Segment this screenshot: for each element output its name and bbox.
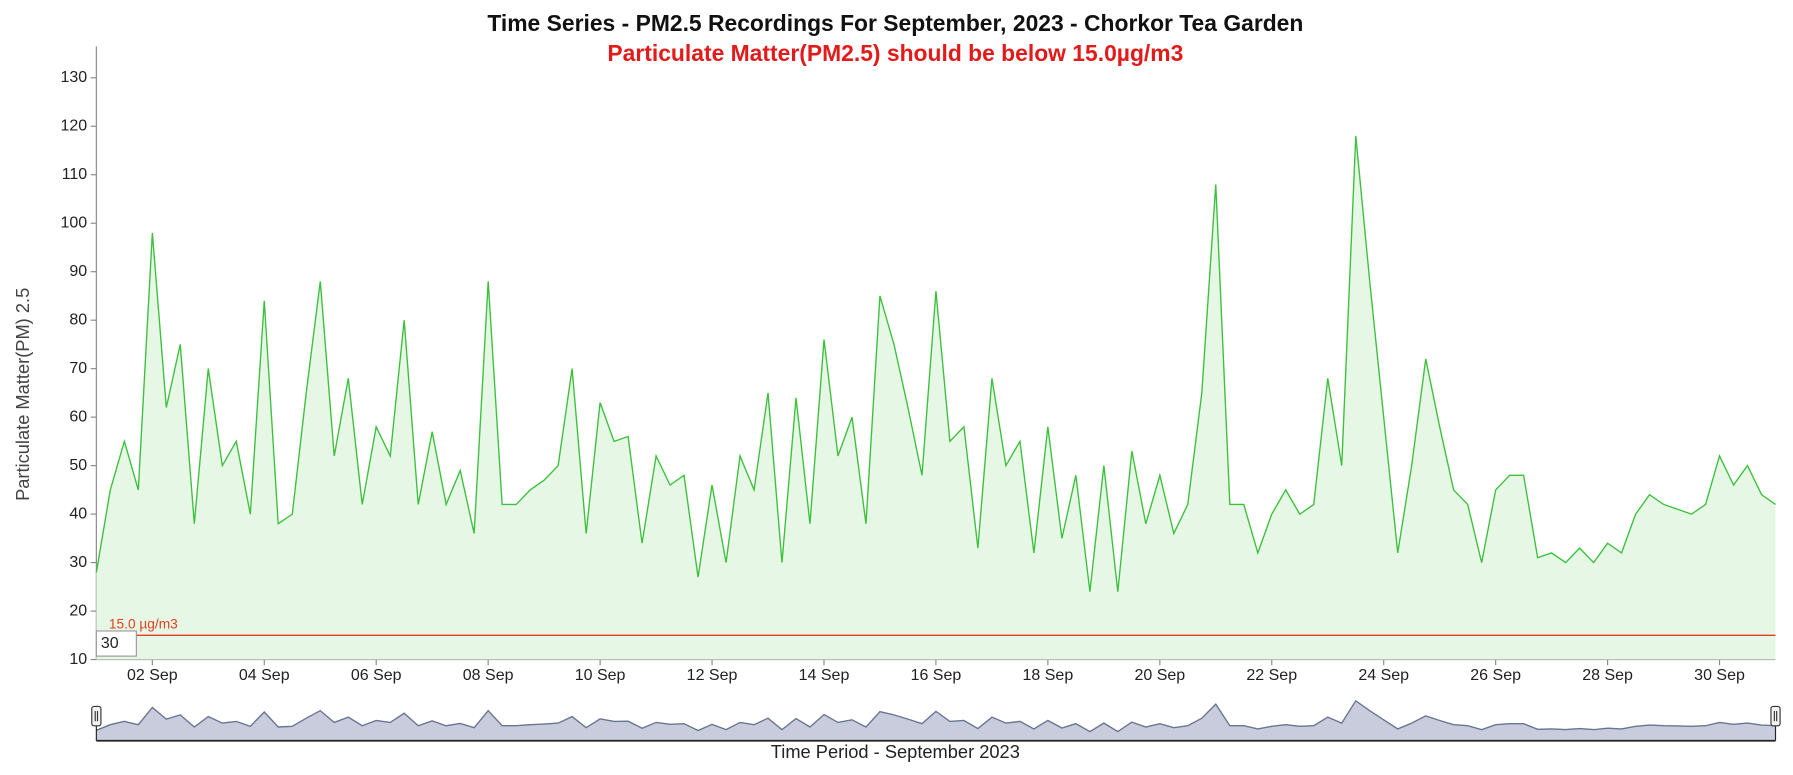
x-tick-label: 02 Sep	[127, 667, 178, 684]
x-tick-label: 16 Sep	[911, 667, 962, 684]
y-tick-label: 90	[69, 263, 87, 280]
x-tick-label: 28 Sep	[1582, 667, 1633, 684]
y-tick-label: 100	[61, 214, 88, 231]
threshold-label: 15.0 µg/m3	[109, 617, 178, 632]
x-tick-label: 24 Sep	[1358, 667, 1409, 684]
x-tick-label: 20 Sep	[1134, 667, 1185, 684]
y-tick-label: 70	[69, 360, 87, 377]
x-tick-label: 26 Sep	[1470, 667, 1521, 684]
data-line	[95, 135, 1776, 592]
y-tick-label: 50	[69, 457, 87, 474]
x-tick-label: 04 Sep	[239, 667, 290, 684]
x-tick-label: 14 Sep	[799, 667, 850, 684]
x-tick-label: 10 Sep	[575, 667, 626, 684]
y-tick-label: 120	[61, 117, 88, 134]
x-tick-label: 30 Sep	[1694, 667, 1745, 684]
plot-area: 10 20 30 40 50 60 70 80 90 100 110 120 130 02 Sep 04 S…	[61, 46, 1776, 684]
x-tick-label: 12 Sep	[687, 667, 738, 684]
y-tick-label: 30	[69, 554, 87, 571]
period-input[interactable]: 30	[101, 635, 119, 652]
x-axis-label: Time Period - September 2023	[771, 741, 1020, 762]
x-tick-label: 18 Sep	[1023, 667, 1074, 684]
chart-title: Time Series - PM2.5 Recordings For Septe…	[487, 10, 1303, 36]
period-input-box[interactable]	[95, 630, 137, 657]
x-tick-label: 22 Sep	[1246, 667, 1297, 684]
x-tick-label: 06 Sep	[351, 667, 402, 684]
y-tick-label: 60	[69, 408, 87, 425]
y-tick-label: 80	[69, 311, 87, 328]
y-tick-label: 40	[69, 505, 87, 522]
chart-subtitle: Particulate Matter(PM2.5) should be belo…	[607, 40, 1183, 66]
navigator[interactable]	[91, 699, 1781, 742]
y-axis-label: Particulate Matter(PM) 2.5	[12, 288, 33, 501]
y-tick-label: 130	[61, 69, 88, 86]
area-fill	[96, 135, 1776, 660]
navigator-handle[interactable]	[1770, 705, 1781, 727]
navigator-area	[96, 700, 1776, 741]
y-tick-label: 110	[62, 166, 88, 183]
x-tick-label: 08 Sep	[463, 667, 514, 684]
navigator-line	[96, 699, 1776, 733]
y-tick-label: 20	[69, 602, 87, 619]
navigator-handle[interactable]	[91, 705, 102, 727]
y-tick-label: 10	[69, 651, 87, 668]
